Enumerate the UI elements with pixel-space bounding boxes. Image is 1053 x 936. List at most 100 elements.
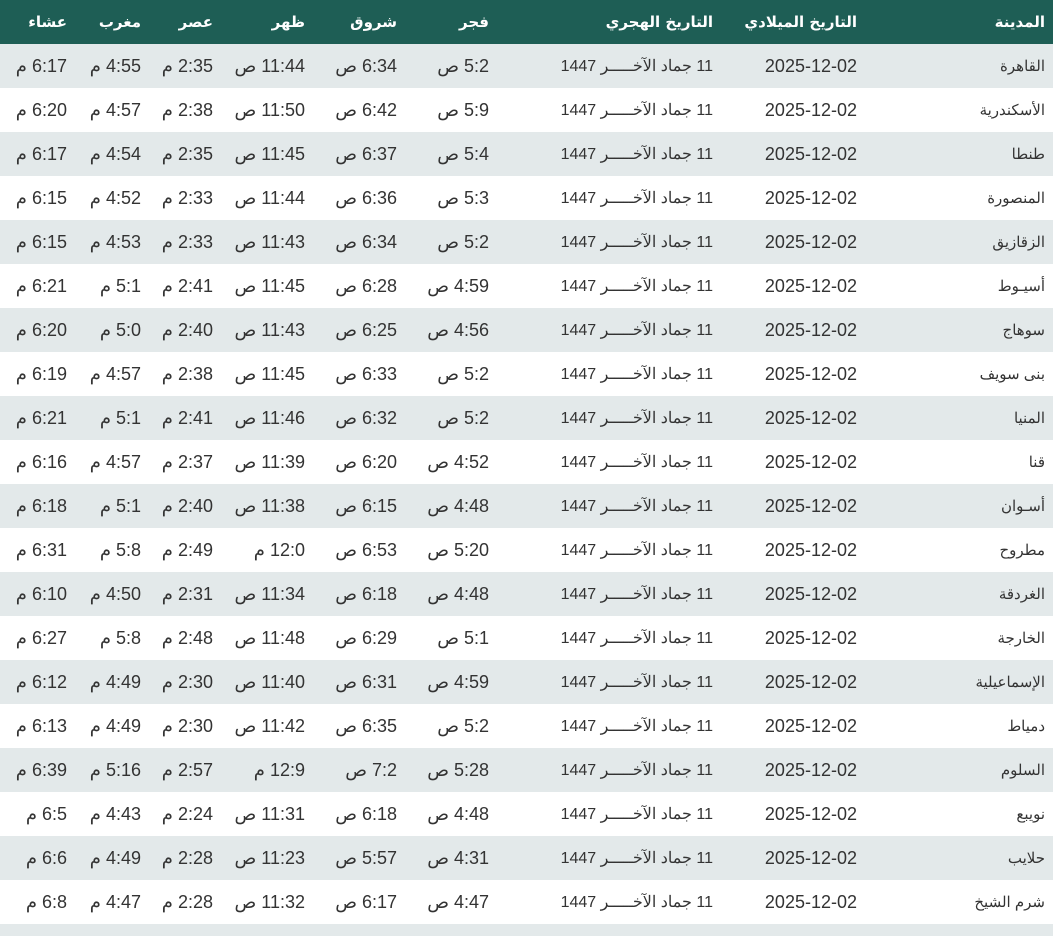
cell-shorooq: 6:25 ص	[313, 308, 405, 352]
cell-shorooq: 6:29 ص	[335, 627, 397, 648]
cell-shorooq: 6:20 ص	[335, 451, 397, 472]
cell-shorooq: 6:35 ص	[335, 715, 397, 736]
cell-fajr: 4:59 ص	[405, 660, 497, 704]
cell-gregorian-date: 2025-12-02	[721, 660, 865, 704]
cell-asr: 2:38 م	[161, 363, 213, 384]
cell-city: الإسماعيلية	[865, 660, 1053, 704]
header-hijri-date: التاريخ الهجري	[497, 0, 721, 44]
cell-shorooq: 5:57 ص	[313, 836, 405, 880]
cell-city: سوهاج	[865, 308, 1053, 352]
table-row: أسيـوط 2025-12-02 11 جماد الآخـــــر 1447 4…	[0, 264, 1053, 308]
table-row: الإسماعيلية 2025-12-02 11 جماد الآخـــــر …	[0, 660, 1053, 704]
header-isha: عشاء	[0, 0, 75, 44]
table-row: شرم الشيخ 2025-12-02 11 جماد الآخـــــر 14…	[0, 880, 1053, 924]
cell-shorooq: 6:42 ص	[335, 99, 397, 120]
cell-isha: 6:18 م	[0, 484, 75, 528]
cell-fajr: 5:2 ص	[437, 363, 489, 384]
header-asr: عصر	[149, 0, 221, 44]
cell-shorooq: 6:34 ص	[313, 44, 405, 88]
cell-shorooq: 6:33 ص	[335, 363, 397, 384]
cell-dhuhr: 11:23 ص	[221, 836, 313, 880]
cell-asr: 2:48 م	[161, 627, 213, 648]
cell-empty	[497, 924, 721, 936]
cell-isha: 6:8 م	[25, 891, 67, 912]
cell-asr: 2:30 م	[149, 660, 221, 704]
cell-hijri-date: 11 جماد الآخـــــر 1447	[497, 836, 721, 880]
cell-isha: 6:5 م	[25, 803, 67, 824]
cell-isha: 6:19 م	[15, 363, 67, 384]
cell-maghrib: 5:0 م	[75, 308, 149, 352]
cell-dhuhr: 11:44 ص	[234, 187, 305, 208]
cell-dhuhr: 11:31 ص	[234, 803, 305, 824]
cell-isha: 6:20 م	[15, 99, 67, 120]
cell-shorooq: 6:18 ص	[313, 572, 405, 616]
table-row-partial	[0, 924, 1053, 936]
cell-maghrib: 4:47 م	[89, 891, 141, 912]
table-row: طنطا 2025-12-02 11 جماد الآخـــــر 1447 5:4…	[0, 132, 1053, 176]
cell-gregorian-date: 2025-12-02	[721, 220, 865, 264]
cell-hijri-date: 11 جماد الآخـــــر 1447	[497, 308, 721, 352]
cell-maghrib: 5:8 م	[99, 627, 141, 648]
cell-asr: 2:33 م	[161, 187, 213, 208]
cell-shorooq: 6:36 ص	[335, 187, 397, 208]
cell-gregorian-date: 2025-12-02	[721, 484, 865, 528]
cell-maghrib: 4:57 م	[89, 451, 141, 472]
cell-isha: 6:21 م	[0, 396, 75, 440]
cell-maghrib: 4:55 م	[75, 44, 149, 88]
cell-hijri-date: 11 جماد الآخـــــر 1447	[560, 190, 713, 207]
cell-hijri-date: 11 جماد الآخـــــر 1447	[497, 660, 721, 704]
header-maghrib: مغرب	[75, 0, 149, 44]
cell-gregorian-date: 2025-12-02	[721, 44, 865, 88]
table-row: نويبع 2025-12-02 11 جماد الآخـــــر 1447 4:…	[0, 792, 1053, 836]
cell-asr: 2:35 م	[149, 44, 221, 88]
header-dhuhr: ظهر	[221, 0, 313, 44]
cell-gregorian-date: 2025-12-02	[764, 99, 857, 120]
cell-maghrib: 4:49 م	[75, 660, 149, 704]
cell-fajr: 4:31 ص	[405, 836, 497, 880]
table-row: سوهاج 2025-12-02 11 جماد الآخـــــر 1447 4:…	[0, 308, 1053, 352]
cell-dhuhr: 11:32 ص	[234, 891, 305, 912]
table-row: دمياط 2025-12-02 11 جماد الآخـــــر 1447 5:…	[0, 704, 1053, 748]
cell-gregorian-date: 2025-12-02	[721, 836, 865, 880]
cell-asr: 2:41 م	[149, 396, 221, 440]
cell-isha: 6:15 م	[15, 187, 67, 208]
cell-city: السلوم	[865, 748, 1053, 792]
cell-gregorian-date: 2025-12-02	[764, 803, 857, 824]
cell-city: المنصورة	[987, 190, 1045, 207]
cell-isha: 6:12 م	[0, 660, 75, 704]
cell-shorooq: 6:31 ص	[313, 660, 405, 704]
cell-city: شرم الشيخ	[974, 894, 1045, 911]
table-row: بنى سويف 2025-12-02 11 جماد الآخـــــر 144…	[0, 352, 1053, 396]
cell-hijri-date: 11 جماد الآخـــــر 1447	[497, 396, 721, 440]
cell-city: المنيا	[865, 396, 1053, 440]
cell-fajr: 5:1 ص	[437, 627, 489, 648]
cell-asr: 2:28 م	[149, 836, 221, 880]
cell-isha: 6:31 م	[15, 539, 67, 560]
cell-isha: 6:13 م	[15, 715, 67, 736]
cell-hijri-date: 11 جماد الآخـــــر 1447	[560, 894, 713, 911]
cell-maghrib: 4:43 م	[89, 803, 141, 824]
cell-dhuhr: 11:40 ص	[221, 660, 313, 704]
cell-fajr: 5:2 ص	[405, 44, 497, 88]
cell-asr: 2:40 م	[149, 308, 221, 352]
cell-shorooq: 6:15 ص	[313, 484, 405, 528]
cell-fajr: 4:48 ص	[427, 803, 489, 824]
cell-dhuhr: 11:43 ص	[221, 308, 313, 352]
header-gregorian-date: التاريخ الميلادي	[721, 0, 865, 44]
header-city: المدينة	[865, 0, 1053, 44]
cell-city: دمياط	[1007, 718, 1045, 735]
cell-maghrib: 5:1 م	[99, 275, 141, 296]
cell-dhuhr: 12:9 م	[221, 748, 313, 792]
cell-city: بنى سويف	[979, 366, 1045, 383]
cell-shorooq: 7:2 ص	[313, 748, 405, 792]
cell-gregorian-date: 2025-12-02	[764, 627, 857, 648]
cell-empty	[313, 924, 405, 936]
cell-hijri-date: 11 جماد الآخـــــر 1447	[560, 102, 713, 119]
cell-asr: 2:35 م	[149, 132, 221, 176]
cell-asr: 2:31 م	[149, 572, 221, 616]
cell-city: طنطا	[865, 132, 1053, 176]
cell-city: الخارجة	[997, 630, 1045, 647]
cell-asr: 2:37 م	[161, 451, 213, 472]
cell-city: الغردقة	[865, 572, 1053, 616]
cell-isha: 6:6 م	[0, 836, 75, 880]
